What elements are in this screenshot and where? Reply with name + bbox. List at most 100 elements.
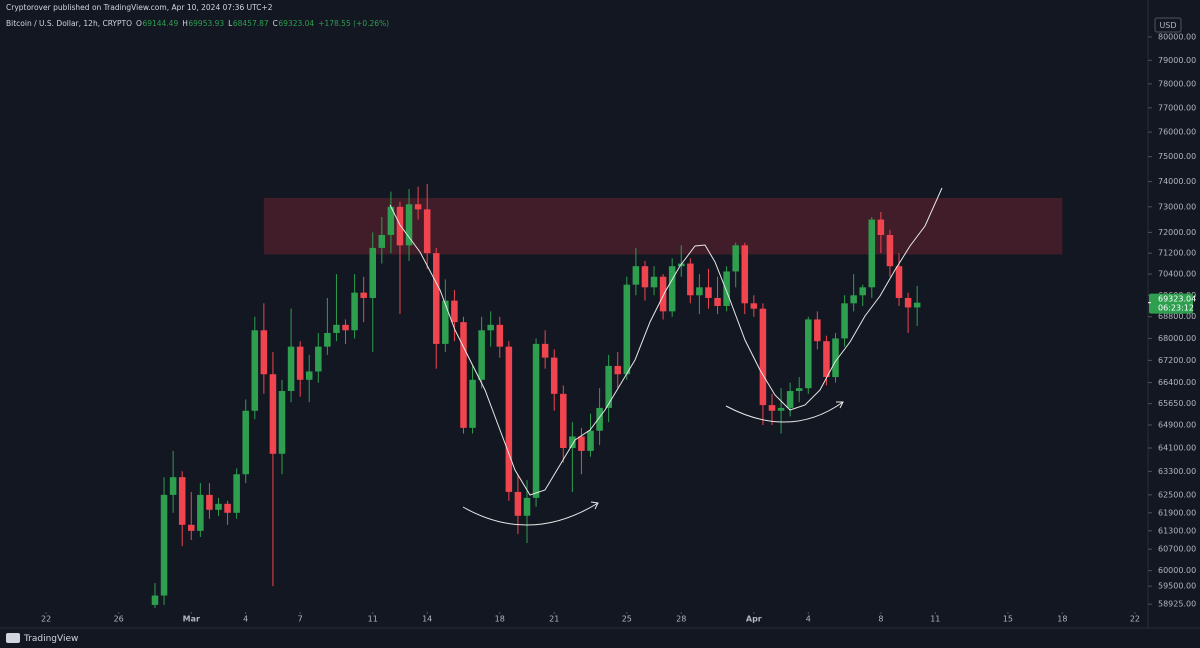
- candle-body: [233, 474, 240, 513]
- candle-body: [823, 341, 830, 378]
- candle-body: [560, 393, 567, 449]
- candle-body: [260, 330, 268, 375]
- candle-body: [605, 365, 612, 408]
- y-tick-label: 60000.00: [1158, 566, 1196, 575]
- ohlc-value: 69144.49: [142, 19, 178, 28]
- candle-body: [469, 379, 476, 428]
- x-tick-label: 8: [878, 615, 883, 624]
- candle-body: [333, 324, 340, 333]
- last-price-box: [1149, 293, 1193, 314]
- ohlc-label: C: [273, 19, 278, 28]
- candle-body: [668, 266, 676, 312]
- candle-body: [623, 284, 631, 375]
- y-tick-label: 67200.00: [1158, 356, 1196, 365]
- candle-body: [242, 410, 249, 475]
- trend-line: [389, 187, 943, 496]
- y-tick-label: 75000.00: [1158, 152, 1196, 161]
- chart-title: Bitcoin / U.S. Dollar, 12h, CRYPTO: [6, 19, 132, 28]
- x-tick-label: 11: [930, 615, 940, 624]
- y-tick-label: 58925.00: [1158, 600, 1196, 609]
- candle-layer: [151, 184, 921, 609]
- candle-body: [414, 204, 422, 210]
- y-tick-label: 59500.00: [1158, 582, 1196, 591]
- candle-body: [705, 287, 712, 298]
- y-tick-label: 73000.00: [1158, 202, 1196, 211]
- x-tick-label: 14: [422, 615, 432, 624]
- candle-body: [696, 287, 703, 296]
- candle-body: [197, 494, 204, 531]
- candle-body: [841, 303, 848, 339]
- candle-body: [188, 524, 195, 531]
- candle-body: [868, 219, 876, 288]
- candle-body: [451, 300, 458, 323]
- candle-body: [369, 247, 377, 298]
- currency: USD: [1159, 21, 1176, 30]
- published-note: Cryptorover published on TradingView.com…: [6, 3, 273, 12]
- y-tick-label: 74000.00: [1158, 177, 1196, 186]
- candle-body: [895, 266, 903, 298]
- candle-body: [786, 391, 794, 408]
- y-tick-label: 68800.00: [1158, 312, 1196, 321]
- candle-body: [442, 300, 449, 344]
- candle-body: [650, 276, 658, 288]
- arc-left-arrow: [590, 501, 599, 510]
- candle-body: [659, 276, 667, 312]
- x-tick-label: 4: [806, 615, 811, 624]
- candle-body: [541, 343, 549, 358]
- candle-body: [641, 266, 649, 288]
- y-tick-label: 72000.00: [1158, 228, 1196, 237]
- candle-body: [360, 292, 367, 298]
- candle-body: [215, 503, 222, 510]
- x-tick-label: 25: [622, 615, 632, 624]
- y-tick-label: 78000.00: [1158, 79, 1196, 88]
- y-tick-label: 61900.00: [1158, 508, 1196, 517]
- candle-body: [505, 346, 513, 492]
- y-tick-label: 76000.00: [1158, 128, 1196, 137]
- candle-body: [305, 371, 313, 380]
- y-tick-label: 60700.00: [1158, 545, 1196, 554]
- candle-body: [795, 388, 803, 392]
- candle-body: [169, 477, 177, 495]
- x-tick-label: 22: [1130, 615, 1140, 624]
- candle-body: [904, 297, 912, 308]
- candle-body: [814, 319, 821, 342]
- y-tick-label: 62500.00: [1158, 490, 1196, 499]
- x-tick-label: 11: [368, 615, 378, 624]
- y-tick-label: 70400.00: [1158, 270, 1196, 279]
- candle-body: [805, 319, 812, 389]
- candle-body: [496, 324, 504, 347]
- y-tick-label: 64100.00: [1158, 444, 1196, 453]
- brand: TradingView: [23, 634, 78, 644]
- candle-body: [315, 346, 322, 372]
- candle-body: [178, 477, 186, 525]
- candle-body: [913, 302, 921, 308]
- arc-right-arrow: [836, 401, 844, 409]
- candle-body: [487, 324, 494, 331]
- candle-body: [296, 346, 304, 380]
- candle-body: [687, 263, 694, 296]
- candle-body: [514, 491, 522, 516]
- candle-body: [723, 271, 730, 306]
- y-tick-label: 77000.00: [1158, 103, 1196, 112]
- candle-body: [160, 494, 168, 596]
- countdown: 06:23:12: [1158, 304, 1194, 313]
- candle-body: [478, 330, 485, 380]
- x-tick-label: Mar: [183, 615, 200, 624]
- y-tick-label: 80000.00: [1158, 32, 1196, 41]
- candle-body: [750, 303, 758, 309]
- y-tick-label: 79000.00: [1158, 56, 1196, 65]
- drawings: [389, 187, 943, 526]
- candle-body: [278, 391, 286, 454]
- candle-body: [251, 330, 259, 411]
- candle-body: [351, 292, 358, 331]
- candle-body: [405, 204, 413, 246]
- ohlc-header: Bitcoin / U.S. Dollar, 12h, CRYPTO O 69144…: [6, 19, 389, 28]
- candle-body: [777, 407, 785, 411]
- x-tick-label: 18: [495, 615, 505, 624]
- candle-body: [423, 209, 431, 254]
- x-tick-label: 4: [243, 615, 248, 624]
- candle-body: [324, 332, 331, 347]
- x-tick-label: 18: [1057, 615, 1067, 624]
- candle-body: [886, 234, 894, 267]
